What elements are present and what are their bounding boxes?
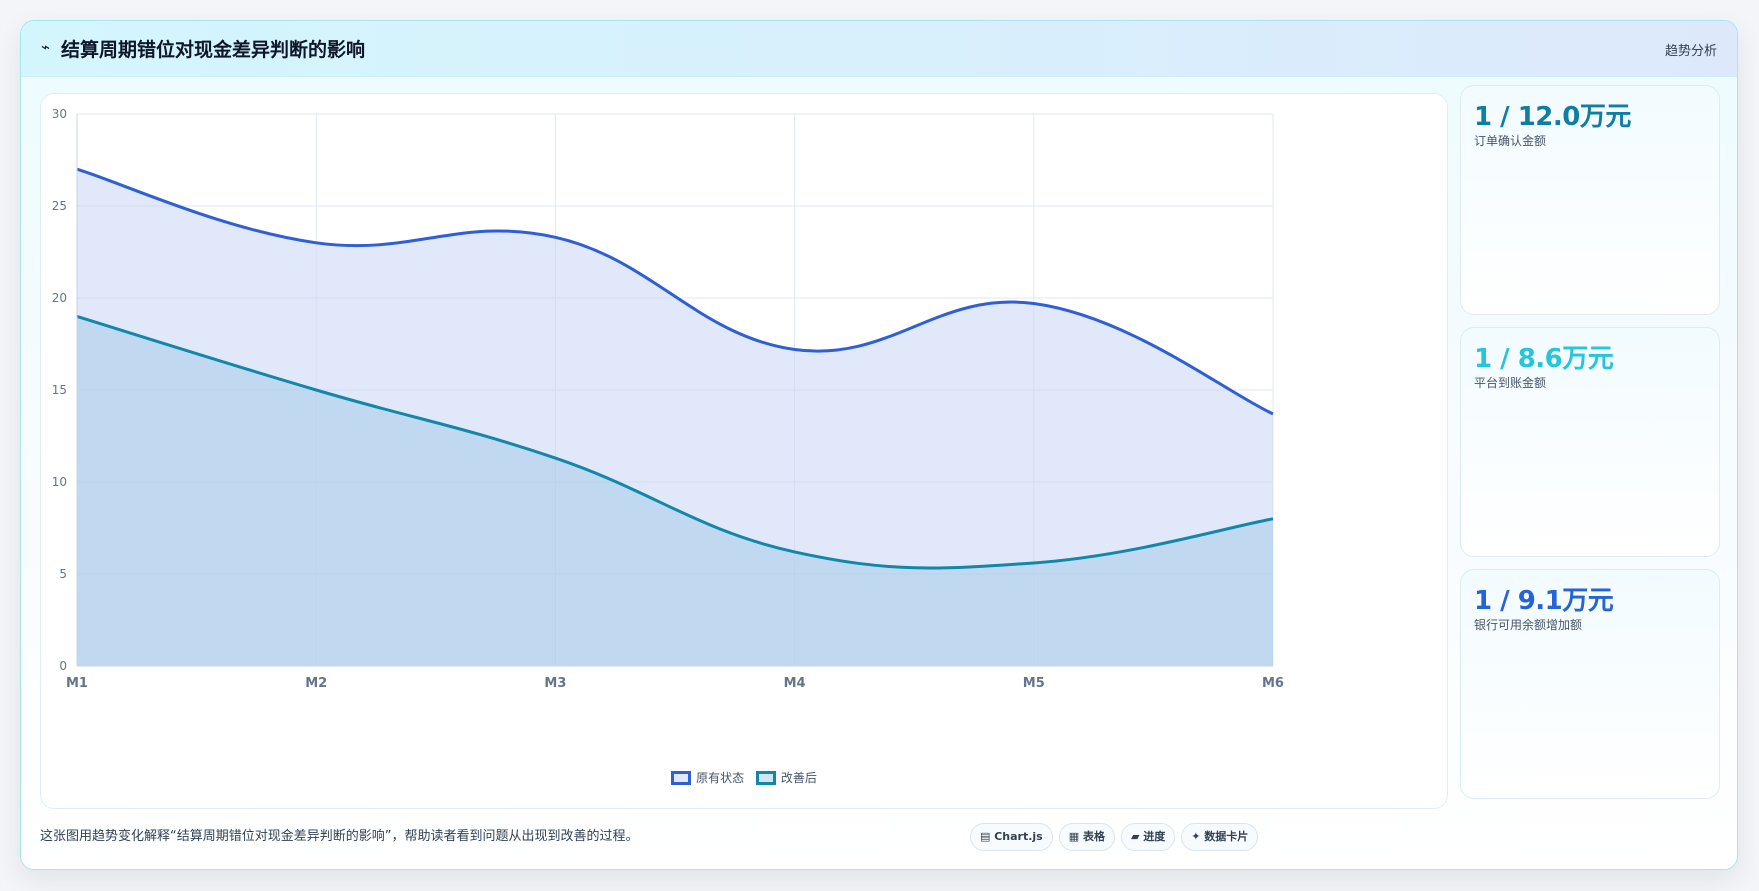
chip-table[interactable]: ▦ 表格	[1058, 823, 1115, 851]
x-tick-label: M1	[66, 676, 88, 691]
chip-group: ▤ Chart.js ▦ 表格 ▰ 进度 ✦ 数据卡片	[970, 823, 1264, 853]
legend-swatch-improved	[755, 771, 776, 785]
chart-description: 这张图用趋势变化解释“结算周期错位对现金差异判断的影响”，帮助读者看到问题从出现…	[40, 829, 639, 844]
chart-card: ⌁ 结算周期错位对现金差异判断的影响 趋势分析 0 5 10 15 20 25 30 M1 M2…	[20, 20, 1738, 870]
metric-label-platform: 平台到账金额	[1474, 376, 1547, 390]
page-title: 结算周期错位对现金差异判断的影响	[61, 39, 366, 61]
trend-icon: ⌁	[41, 38, 51, 56]
metric-value-order: 1 / 12.0万元	[1474, 102, 1631, 132]
y-tick-label: 10	[52, 475, 67, 489]
chip-data-card[interactable]: ✦ 数据卡片	[1181, 823, 1259, 851]
metric-value-bank: 1 / 9.1万元	[1474, 586, 1614, 616]
y-tick-label: 0	[59, 659, 67, 673]
chip-chartjs[interactable]: ▤ Chart.js	[970, 823, 1053, 851]
x-tick-label: M2	[305, 676, 327, 691]
y-tick-label: 25	[52, 199, 67, 213]
legend-label-improved: 改善后	[780, 771, 817, 785]
legend-swatch-original	[671, 771, 692, 785]
metric-value-platform: 1 / 8.6万元	[1474, 344, 1614, 374]
metric-label-order: 订单确认金额	[1474, 134, 1547, 148]
legend-label-original: 原有状态	[696, 771, 745, 785]
series-line-1	[76, 314, 1274, 570]
area-chart: 0 5 10 15 20 25 30 M1 M2 M3 M4 M5 M6	[52, 107, 1284, 691]
x-tick-label: M5	[1023, 676, 1045, 691]
metric-card-order: 1 / 12.0万元 订单确认金额	[1460, 85, 1720, 315]
series-area-1	[77, 316, 1273, 666]
y-tick-label: 30	[52, 107, 67, 121]
legend-item-original[interactable]: 原有状态	[671, 769, 744, 786]
metric-label-bank: 银行可用余额增加额	[1474, 618, 1583, 632]
x-tick-label: M4	[784, 676, 806, 691]
chip-progress[interactable]: ▰ 进度	[1120, 823, 1176, 851]
y-tick-label: 5	[59, 567, 67, 581]
x-tick-label: M6	[1262, 676, 1284, 691]
card-header: ⌁ 结算周期错位对现金差异判断的影响 趋势分析	[21, 21, 1737, 77]
metric-card-platform: 1 / 8.6万元 平台到账金额	[1460, 327, 1720, 557]
series-area-0	[77, 169, 1273, 666]
metric-card-bank: 1 / 9.1万元 银行可用余额增加额	[1460, 569, 1720, 799]
series-line-0	[76, 167, 1274, 416]
y-tick-label: 20	[52, 291, 67, 305]
y-tick-label: 15	[52, 383, 67, 397]
x-tick-label: M3	[544, 676, 566, 691]
legend-item-improved[interactable]: 改善后	[755, 769, 817, 786]
header-tag: 趋势分析	[1664, 44, 1717, 59]
chart-legend: 原有状态 改善后	[41, 769, 1447, 786]
chart-panel: 0 5 10 15 20 25 30 M1 M2 M3 M4 M5 M6 原有状态 改善后	[40, 93, 1448, 809]
